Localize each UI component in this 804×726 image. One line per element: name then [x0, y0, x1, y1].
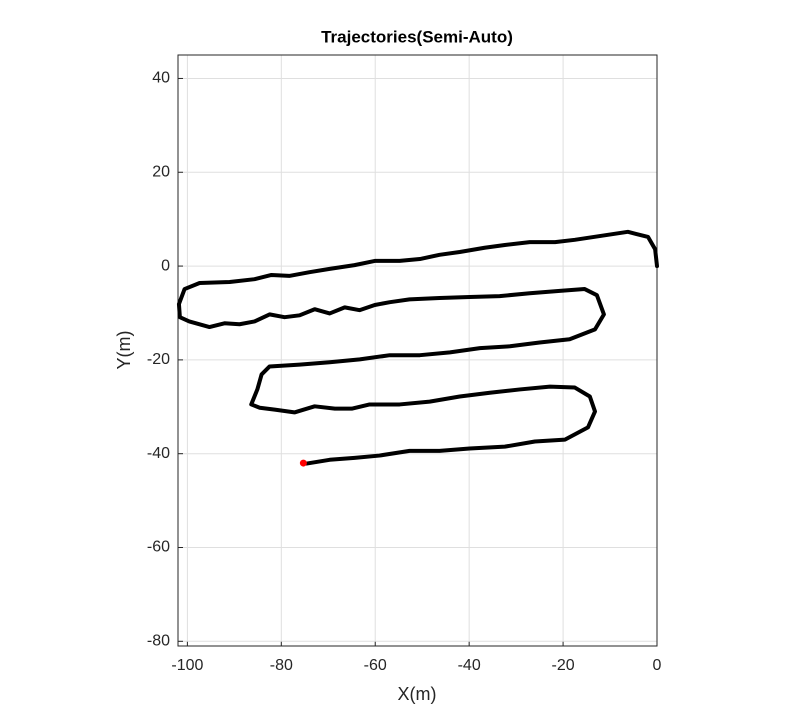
y-tick-label: -40 — [147, 445, 170, 462]
chart-title: Trajectories(Semi-Auto) — [321, 27, 513, 46]
x-tick-label: -60 — [364, 657, 387, 674]
y-tick-label: -80 — [147, 633, 170, 650]
y-tick-label: 20 — [152, 163, 170, 180]
x-tick-label: -40 — [458, 657, 481, 674]
y-tick-label: -60 — [147, 539, 170, 556]
marker — [299, 459, 307, 467]
axes-box — [177, 54, 658, 647]
y-tick-label: 40 — [152, 70, 170, 87]
trajectory-line — [176, 229, 659, 466]
y-tick-label: 0 — [161, 257, 170, 274]
x-tick-label: 0 — [653, 657, 662, 674]
x-tick-label: -20 — [552, 657, 575, 674]
x-tick-label: -100 — [171, 657, 203, 674]
y-tick-label: -20 — [147, 351, 170, 368]
x-tick-label: -80 — [270, 657, 293, 674]
y-axis-label: Y(m) — [114, 331, 134, 370]
x-axis-label: X(m) — [398, 684, 437, 704]
